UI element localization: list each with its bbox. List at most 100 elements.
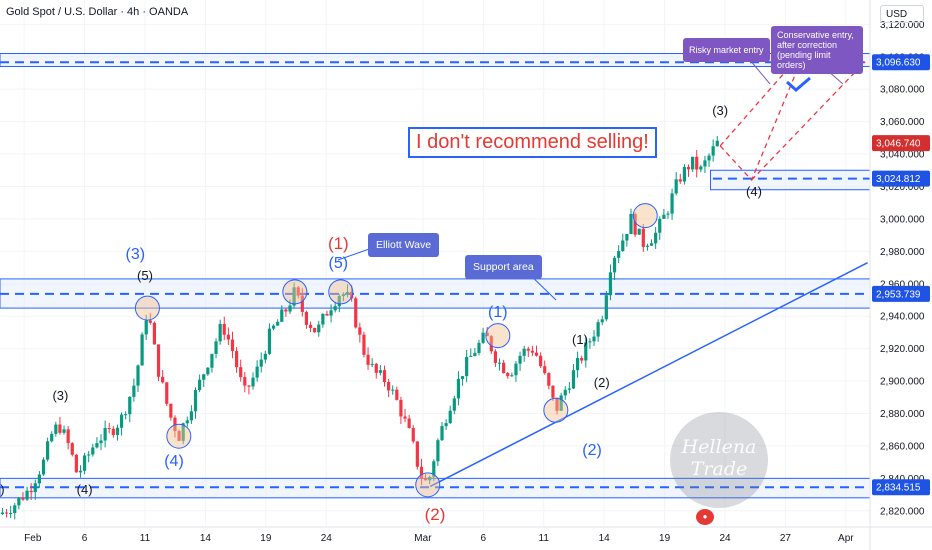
wave-label: (1): [327, 234, 349, 254]
candle-body: [596, 322, 600, 337]
chart-title: Gold Spot / U.S. Dollar · 4h · OANDA: [6, 6, 189, 18]
level-tag: [872, 479, 930, 496]
x-tick-label: Mar: [414, 533, 432, 544]
candle-body: [662, 214, 666, 219]
candle-body: [185, 420, 189, 424]
candle-body: [666, 213, 670, 215]
candle-body: [259, 359, 263, 367]
candle-body: [387, 382, 391, 391]
candle-body: [103, 428, 107, 441]
candle-body: [465, 356, 469, 377]
y-tick-label: 2,920.000: [880, 344, 925, 355]
candle-body: [411, 427, 415, 442]
candle-body: [124, 414, 128, 416]
pivot-circle: [415, 472, 441, 498]
candle-body: [395, 389, 399, 400]
candle-body: [432, 461, 436, 477]
candle-body: [612, 257, 617, 273]
candle-body: [107, 428, 111, 430]
candle-body: [678, 179, 682, 182]
candle-body: [263, 353, 267, 360]
wave-label: ): [0, 482, 5, 498]
level-tag-label: 2,953.739: [876, 289, 921, 300]
candle-body: [592, 336, 596, 342]
candle-body: [506, 373, 510, 377]
y-tick-label: 2,860.000: [880, 441, 925, 452]
candle-body: [460, 376, 465, 379]
candle-body: [111, 428, 115, 435]
candle-body: [25, 490, 29, 500]
pivot-circle: [543, 397, 569, 423]
y-tick-label: 2,880.000: [880, 409, 925, 420]
candle-body: [440, 426, 444, 441]
candle-body: [370, 363, 374, 365]
level-tag: [872, 285, 930, 302]
x-tick-label: 6: [481, 533, 487, 544]
candle-body: [510, 375, 514, 377]
candle-body: [341, 294, 346, 297]
y-tick-label: 2,960.000: [880, 279, 925, 290]
candle-body: [119, 414, 124, 428]
level-tag-label: 3,096.630: [876, 58, 921, 69]
x-tick-label: Feb: [24, 533, 42, 544]
x-tick-label: 19: [659, 533, 671, 544]
y-tick-label: 2,940.000: [880, 312, 925, 323]
candle-body: [17, 497, 21, 506]
support-area-callout: Support area: [465, 255, 542, 279]
wave-label: (1): [572, 331, 588, 347]
level-tag-label: 3,024.812: [876, 174, 921, 185]
pivot-circle: [166, 423, 192, 449]
candle-body: [543, 366, 547, 374]
wave-label: (1): [488, 303, 508, 321]
candle-body: [473, 353, 477, 356]
candle-body: [514, 363, 518, 376]
candle-body: [33, 483, 37, 493]
candle-body: [526, 348, 530, 351]
candle-body: [181, 423, 185, 441]
candle-body: [46, 441, 50, 460]
checkmark-icon: [786, 76, 811, 92]
candle-body: [148, 320, 152, 323]
candle-body: [547, 373, 551, 386]
candle-body: [132, 385, 136, 397]
candle-body: [399, 399, 403, 417]
currency-button[interactable]: USD: [880, 5, 924, 23]
candle-body: [378, 370, 382, 373]
pivot-circle: [632, 203, 658, 229]
price-axis: 2,820.0002,840.0002,860.0002,880.0002,90…: [880, 20, 925, 517]
candle-body: [144, 320, 148, 335]
level-tag: [872, 170, 930, 187]
x-tick-label: 19: [260, 533, 272, 544]
candle-body: [699, 166, 703, 170]
candle-body: [74, 454, 78, 473]
candle-body: [456, 378, 461, 399]
risky-callout-pointer: [749, 59, 771, 85]
candle-body: [715, 140, 719, 147]
candle-body: [251, 377, 255, 387]
x-tick-label: 14: [200, 533, 212, 544]
calendar-event-icon[interactable]: ●: [696, 509, 714, 525]
candle-body: [452, 398, 456, 411]
candle-body: [214, 341, 218, 354]
candle-body: [382, 370, 387, 383]
candle-body: [325, 313, 329, 316]
candle-body: [337, 296, 341, 307]
candle-body: [481, 332, 485, 343]
candle-body: [362, 334, 366, 355]
candle-body: [21, 497, 25, 500]
y-tick-label: 2,820.000: [880, 506, 925, 517]
candle-body: [300, 295, 304, 312]
candle-body: [128, 396, 132, 415]
elliott-wave-callout: Elliott Wave: [368, 233, 440, 257]
x-tick-label: 11: [140, 533, 151, 544]
candle-body: [366, 354, 370, 365]
candle-body: [0, 512, 5, 515]
candle-body: [54, 424, 58, 434]
candle-body: [617, 251, 621, 258]
candle-body: [218, 323, 222, 342]
candle-body: [670, 193, 674, 214]
candle-body: [226, 334, 230, 340]
candle-body: [165, 382, 169, 404]
candle-body: [580, 358, 584, 361]
